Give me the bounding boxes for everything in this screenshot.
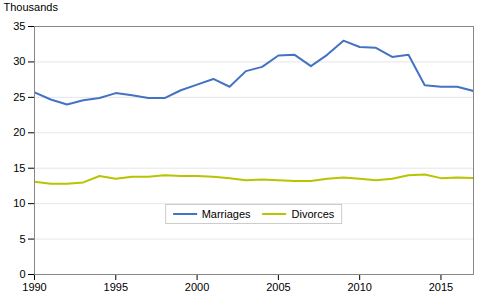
svg-text:10: 10 [13, 197, 25, 209]
svg-text:25: 25 [13, 91, 25, 103]
svg-text:2005: 2005 [266, 281, 290, 293]
svg-text:5: 5 [19, 233, 25, 245]
svg-text:2000: 2000 [185, 281, 209, 293]
svg-text:20: 20 [13, 126, 25, 138]
svg-text:35: 35 [13, 20, 25, 32]
svg-text:2015: 2015 [429, 281, 453, 293]
svg-text:Thousands: Thousands [4, 1, 59, 13]
svg-text:1995: 1995 [104, 281, 128, 293]
svg-text:15: 15 [13, 162, 25, 174]
html-text:Marriages: Marriages [201, 208, 251, 221]
svg-text:2010: 2010 [347, 281, 371, 293]
svg-text:0: 0 [19, 268, 25, 280]
svg-text:30: 30 [13, 55, 25, 67]
html-text:Divorces: Divorces [291, 208, 335, 221]
svg-text:1990: 1990 [22, 281, 46, 293]
